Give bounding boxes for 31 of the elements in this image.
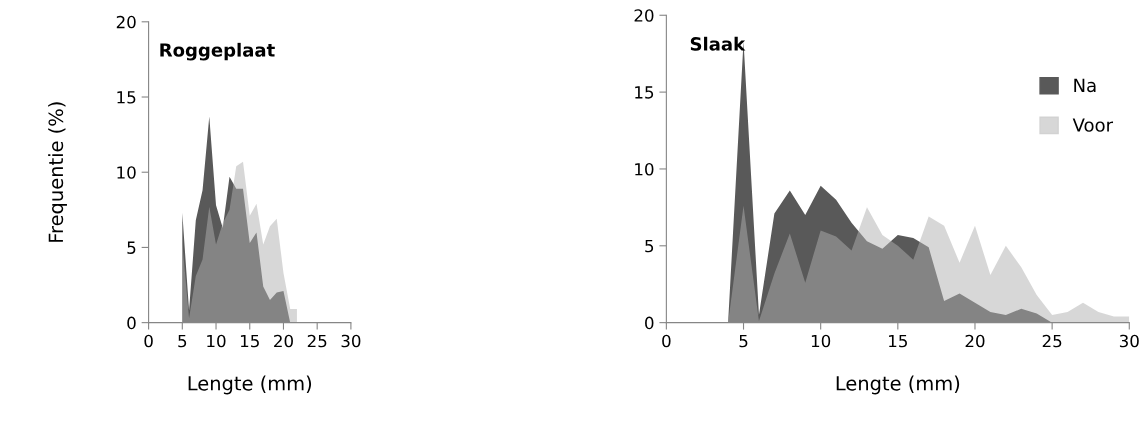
legend-label: Voor: [1072, 118, 1114, 132]
y-tick-label: 15: [635, 86, 654, 99]
y-tick-label: 0: [645, 316, 654, 330]
x-tick-label: 20: [965, 334, 985, 348]
x-axis-title: Lengte (mm): [188, 375, 312, 395]
x-tick-label: 30: [1119, 334, 1139, 348]
x-axis-title: Lengte (mm): [836, 375, 960, 395]
x-tick-label: 10: [207, 334, 226, 348]
x-tick-label: 30: [341, 334, 361, 348]
legend-label: Na: [1074, 78, 1096, 93]
y-tick-label: 5: [645, 239, 654, 253]
x-tick-label: 25: [1042, 334, 1062, 348]
x-tick-label: 25: [307, 334, 327, 348]
x-tick-label: 10: [811, 334, 831, 348]
y-tick-label: 0: [127, 316, 136, 330]
y-tick-label: 5: [127, 241, 136, 254]
x-tick-label: 5: [178, 334, 187, 348]
y-tick-label: 20: [116, 15, 136, 29]
x-tick-label: 15: [889, 334, 907, 348]
x-tick-label: 15: [240, 334, 259, 348]
y-axis-title: Frequentie (%): [48, 102, 67, 242]
x-tick-label: 20: [274, 334, 293, 348]
y-tick-label: 20: [634, 9, 654, 22]
y-tick-label: 10: [635, 162, 654, 176]
x-tick-label: 0: [662, 334, 671, 348]
text: Roggeplaat: [160, 42, 275, 61]
x-tick-label: 5: [739, 334, 748, 348]
y-tick-label: 15: [117, 91, 136, 104]
y-tick-label: 10: [117, 166, 136, 179]
text: Slaak: [690, 36, 746, 51]
x-tick-label: 0: [144, 334, 153, 348]
